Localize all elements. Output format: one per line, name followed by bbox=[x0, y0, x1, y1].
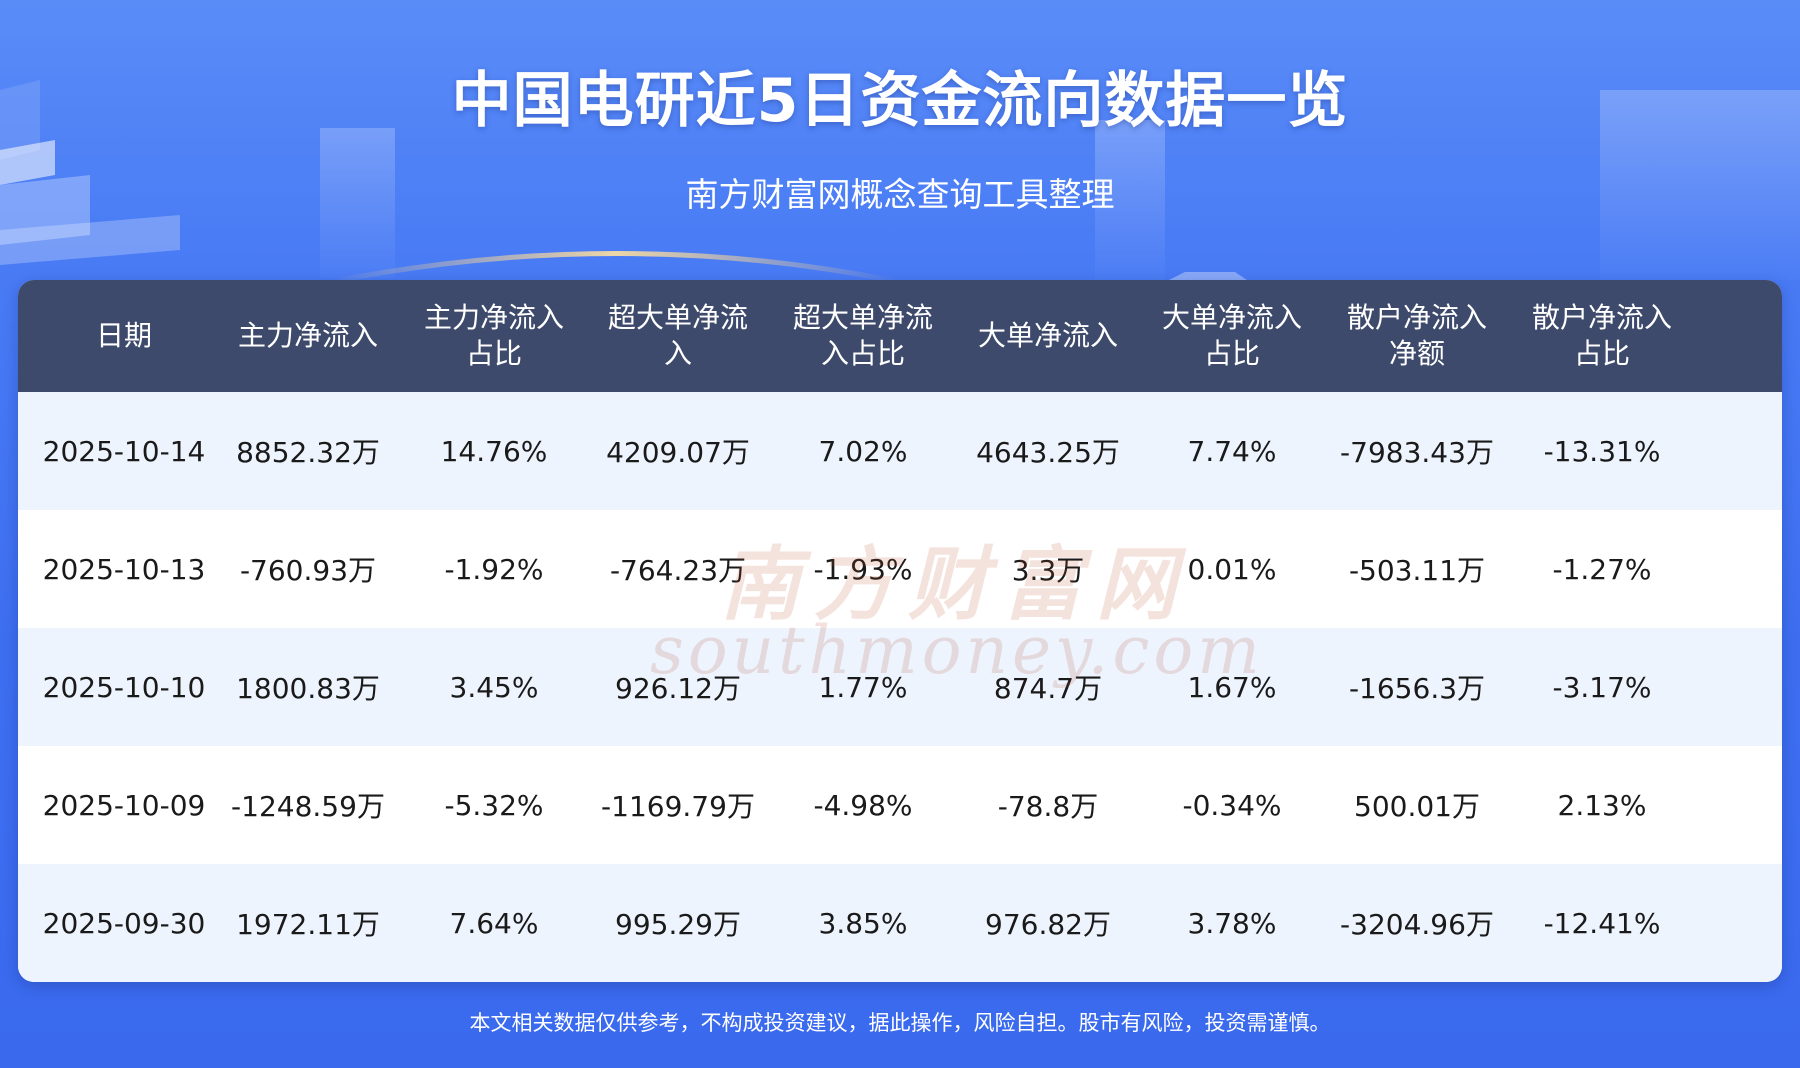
cell-main-ratio: -1.92% bbox=[444, 552, 544, 586]
cell-large-ratio: 3.78% bbox=[1187, 906, 1277, 940]
cell-xl-ratio: 1.77% bbox=[818, 670, 908, 704]
header-cell-main-inflow: 主力净流入 bbox=[216, 280, 400, 392]
cell-xl-ratio: -4.98% bbox=[813, 788, 913, 822]
cell-xl-inflow: 995.29万 bbox=[615, 908, 741, 941]
header-cell-main-ratio: 主力净流入 占比 bbox=[402, 280, 586, 392]
cell-large-inflow: 3.3万 bbox=[1011, 554, 1085, 587]
header-label: 大单净流入 bbox=[977, 319, 1118, 352]
cell-main-inflow: -760.93万 bbox=[239, 554, 377, 587]
header-label: 主力净流入 占比 bbox=[423, 301, 564, 370]
table-row: 2025-09-30 1972.11万 7.64% 995.29万 3.85% 976.8… bbox=[18, 864, 1782, 982]
cell-retail-ratio: -12.41% bbox=[1543, 906, 1661, 940]
cell-main-ratio: 3.45% bbox=[449, 670, 539, 704]
header-label: 散户净流入 净额 bbox=[1346, 301, 1487, 370]
cell-xl-ratio: -1.93% bbox=[813, 552, 913, 586]
table-header: 日期 主力净流入 主力净流入 占比 超大单净流 入超大单净流 入占比 大单净流入 大单净流… bbox=[18, 280, 1782, 392]
header-cell-retail-ratio: 散户净流入 占比 bbox=[1510, 280, 1694, 392]
cell-xl-ratio: 3.85% bbox=[818, 906, 908, 940]
cell-large-ratio: 1.67% bbox=[1187, 670, 1277, 704]
page-title: 中国电研近5日资金流向数据一览 bbox=[451, 66, 1349, 136]
cell-retail-ratio: -1.27% bbox=[1552, 552, 1652, 586]
cell-xl-ratio: 7.02% bbox=[818, 434, 908, 468]
table-row: 2025-10-14 8852.32万 14.76% 4209.07万 7.02% 464… bbox=[18, 392, 1782, 510]
cell-large-ratio: 0.01% bbox=[1187, 552, 1277, 586]
table-row: 2025-10-13 -760.93万 -1.92% -764.23万 -1.93% 3.… bbox=[18, 510, 1782, 628]
fund-flow-table: 日期 主力净流入 主力净流入 占比 超大单净流 入超大单净流 入占比 大单净流入 大单净流… bbox=[18, 280, 1782, 982]
header-label: 超大单净流 入 bbox=[607, 301, 748, 370]
header-cell-xl-ratio: 超大单净流 入占比 bbox=[771, 280, 955, 392]
cell-date: 2025-10-10 bbox=[42, 670, 206, 704]
cell-large-inflow: 4643.25万 bbox=[976, 436, 1120, 469]
cell-retail-inflow: -3204.96万 bbox=[1340, 908, 1494, 941]
cell-date: 2025-10-13 bbox=[42, 552, 206, 586]
cell-main-inflow: -1248.59万 bbox=[231, 790, 385, 823]
cell-retail-inflow: -1656.3万 bbox=[1348, 672, 1486, 705]
cell-retail-ratio: -13.31% bbox=[1543, 434, 1661, 468]
header-label: 超大单净流 入占比 bbox=[792, 301, 933, 370]
header-cell-large-inflow: 大单净流入 bbox=[956, 280, 1140, 392]
header-cell-large-ratio: 大单净流入 占比 bbox=[1140, 280, 1324, 392]
header-label: 日期 bbox=[95, 319, 152, 352]
cell-retail-inflow: 500.01万 bbox=[1354, 790, 1480, 823]
cell-large-inflow: -78.8万 bbox=[997, 790, 1099, 823]
cell-large-inflow: 976.82万 bbox=[985, 908, 1111, 941]
cell-retail-ratio: -3.17% bbox=[1552, 670, 1652, 704]
footer-disclaimer: 本文相关数据仅供参考，不构成投资建议，据此操作，风险自担。股市有风险，投资需谨慎… bbox=[469, 1011, 1331, 1035]
cell-main-ratio: 14.76% bbox=[440, 434, 548, 468]
cell-xl-inflow: 4209.07万 bbox=[606, 436, 750, 469]
header-cell-xl-inflow: 超大单净流 入 bbox=[586, 280, 770, 392]
cell-xl-inflow: -1169.79万 bbox=[601, 790, 755, 823]
header-label: 主力净流入 bbox=[237, 319, 378, 352]
cell-retail-inflow: -7983.43万 bbox=[1340, 436, 1494, 469]
cell-date: 2025-09-30 bbox=[42, 906, 206, 940]
cell-large-ratio: -0.34% bbox=[1182, 788, 1282, 822]
cell-large-ratio: 7.74% bbox=[1187, 434, 1277, 468]
cell-main-ratio: -5.32% bbox=[444, 788, 544, 822]
cell-xl-inflow: 926.12万 bbox=[615, 672, 741, 705]
cell-retail-ratio: 2.13% bbox=[1557, 788, 1647, 822]
cell-main-ratio: 7.64% bbox=[449, 906, 539, 940]
cell-main-inflow: 8852.32万 bbox=[236, 436, 380, 469]
page-subtitle: 南方财富网概念查询工具整理 bbox=[685, 175, 1115, 214]
table-row: 2025-10-09 -1248.59万 -5.32% -1169.79万 -4.98%… bbox=[18, 746, 1782, 864]
header-cell-retail-inflow: 散户净流入 净额 bbox=[1325, 280, 1509, 392]
cell-large-inflow: 874.7万 bbox=[993, 672, 1103, 705]
header-label: 大单净流入 占比 bbox=[1161, 301, 1302, 370]
header-cell-date: 日期 bbox=[32, 280, 216, 392]
cell-main-inflow: 1800.83万 bbox=[236, 672, 380, 705]
cell-date: 2025-10-09 bbox=[42, 788, 206, 822]
cell-main-inflow: 1972.11万 bbox=[236, 908, 380, 941]
cell-date: 2025-10-14 bbox=[42, 434, 206, 468]
table-row: 2025-10-10 1800.83万 3.45% 926.12万 1.77% 874.7… bbox=[18, 628, 1782, 746]
header-label: 散户净流入 占比 bbox=[1531, 301, 1672, 370]
cell-xl-inflow: -764.23万 bbox=[609, 554, 747, 587]
cell-retail-inflow: -503.11万 bbox=[1348, 554, 1486, 587]
